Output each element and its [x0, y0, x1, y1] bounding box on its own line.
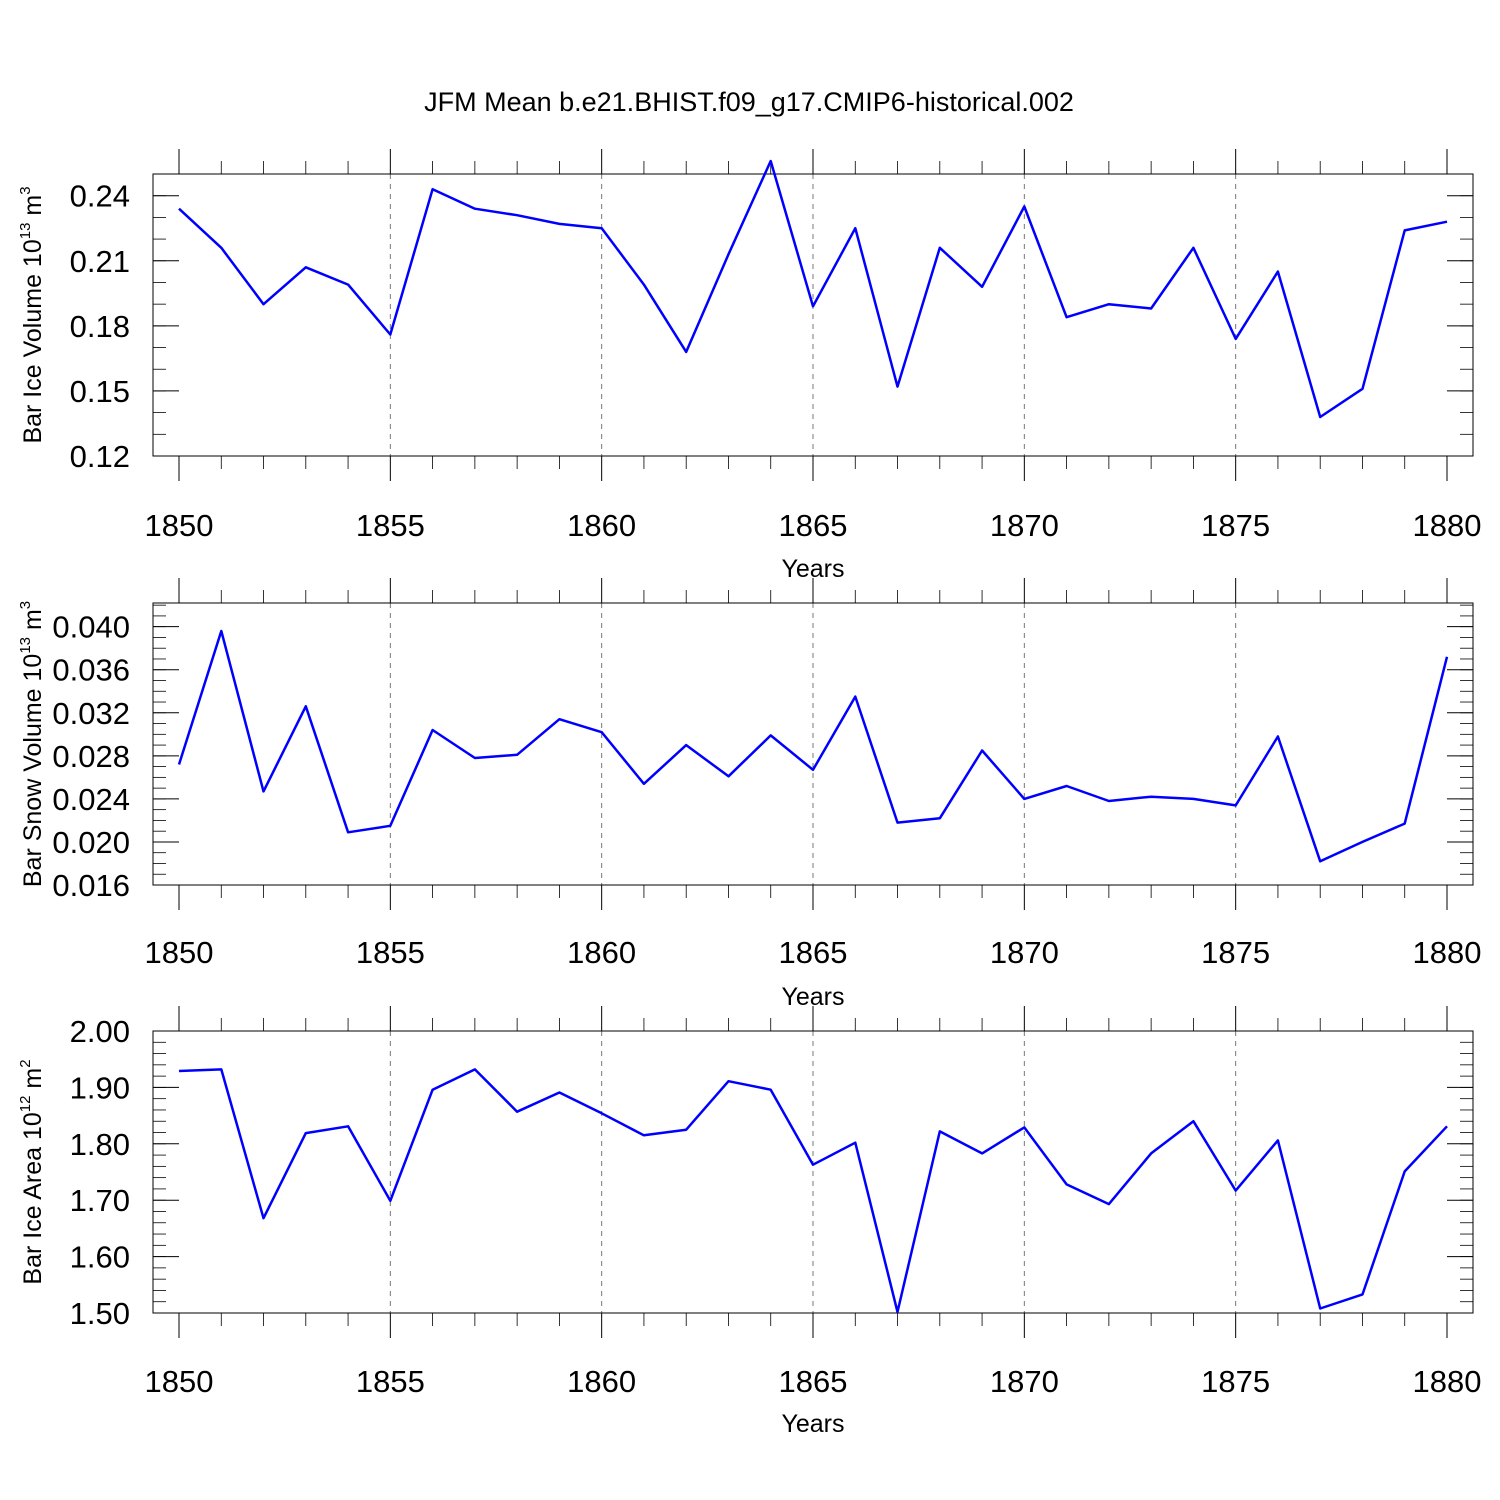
series-line	[178, 159, 1448, 419]
y-tick-label: 1.70	[70, 1183, 130, 1218]
y-tick-label: 0.036	[52, 653, 130, 688]
x-tick-label: 1865	[779, 935, 848, 970]
y-tick-label: 0.12	[70, 439, 130, 474]
y-tick-label: 0.016	[52, 868, 130, 903]
y-tick-label: 0.028	[52, 739, 130, 774]
y-tick-label: 1.50	[70, 1296, 130, 1331]
x-tick-label: 1855	[356, 1364, 425, 1399]
x-tick-label: 1855	[356, 508, 425, 543]
x-tick-label: 1870	[990, 935, 1059, 970]
y-tick-label: 0.18	[70, 309, 130, 344]
y-axis-label-text: Bar Snow Volume 10	[19, 654, 47, 887]
x-tick-label: 1870	[990, 1364, 1059, 1399]
y-axis-label-superscript: 13	[17, 223, 34, 240]
y-tick-label: 1.60	[70, 1240, 130, 1275]
y-axis-label-text: Bar Ice Area 10	[19, 1112, 47, 1284]
y-axis-label-text: m	[19, 609, 47, 637]
y-axis-label-superscript: 2	[17, 1059, 34, 1067]
x-tick-label: 1875	[1201, 508, 1270, 543]
x-tick-label: 1850	[145, 1364, 214, 1399]
x-tick-label: 1850	[145, 935, 214, 970]
y-axis-label: Bar Ice Volume 1013 m3	[17, 186, 47, 443]
x-tick-label: 1850	[145, 508, 214, 543]
chart-panel-3: 1850 1855 1860 1865 1870 1875 1880 Years 1.50 1.6…	[17, 1006, 1481, 1438]
x-tick-label: 1870	[990, 508, 1059, 543]
y-tick-label: 1.90	[70, 1070, 130, 1105]
y-tick-label: 0.21	[70, 244, 130, 279]
y-tick-label: 0.040	[52, 610, 130, 645]
y-tick-label: 0.032	[52, 696, 130, 731]
y-axis-label-superscript: 3	[17, 186, 34, 194]
series-line	[178, 1068, 1448, 1314]
x-tick-label: 1860	[567, 1364, 636, 1399]
x-tick-label: 1860	[567, 508, 636, 543]
y-tick-label: 0.020	[52, 825, 130, 860]
chart-panel-2: 1850 1855 1860 1865 1870 1875 1880Years0.0160.…	[17, 578, 1481, 1011]
y-axis-label-text: m	[19, 1068, 47, 1096]
x-tick-label: 1875	[1201, 935, 1270, 970]
y-axis-label-text: Bar Ice Volume 10	[19, 239, 47, 443]
y-axis-label-superscript: 12	[17, 1096, 34, 1113]
x-tick-label: 1855	[356, 935, 425, 970]
x-tick-label: 1880	[1413, 935, 1482, 970]
y-tick-label: 2.00	[70, 1014, 130, 1049]
x-tick-label: 1880	[1413, 1364, 1482, 1399]
x-tick-label: 1865	[779, 1364, 848, 1399]
y-axis-label-superscript: 3	[17, 601, 34, 609]
series-line	[177, 629, 1449, 863]
x-tick-label: 1860	[567, 935, 636, 970]
y-axis-label: Bar Ice Area 1012 m2	[17, 1059, 47, 1284]
x-tick-label: 1880	[1413, 508, 1482, 543]
y-axis-label-superscript: 13	[17, 637, 34, 654]
x-tick-label: 1875	[1201, 1364, 1270, 1399]
x-tick-label: 1865	[779, 508, 848, 543]
y-tick-label: 1.80	[70, 1127, 130, 1162]
y-tick-label: 0.24	[70, 179, 130, 214]
y-tick-label: 0.024	[52, 782, 130, 817]
chart-panel-1: 1850 1855 1860 1865 1870 1875 1880Years0.120.1…	[17, 149, 1481, 583]
chart-title: JFM Mean b.e21.BHIST.f09_g17.CMIP6-histo…	[424, 87, 1074, 117]
x-axis-label: Years	[781, 1410, 844, 1438]
y-axis-label: Bar Snow Volume 1013 m3	[17, 601, 47, 887]
y-axis-label-text: m	[19, 195, 47, 223]
y-tick-label: 0.15	[70, 374, 130, 409]
